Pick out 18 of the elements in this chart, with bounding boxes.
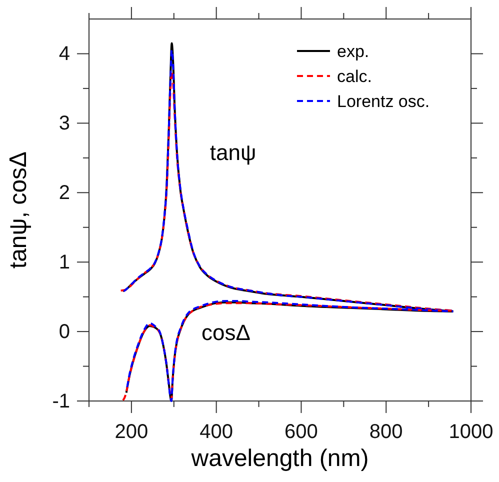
y-tick-label: 1 [58, 251, 70, 274]
x-tick-label: 200 [114, 421, 148, 443]
x-tick-label: 400 [200, 421, 234, 443]
y-axis-title: tanψ, cosΔ [5, 151, 32, 269]
y-tick-label: 3 [58, 112, 70, 135]
legend-label: exp. [337, 42, 370, 61]
y-tick-label: 0 [58, 320, 70, 343]
annotation: tanψ [210, 140, 256, 165]
y-tick-label: -1 [52, 390, 70, 412]
legend-label: calc. [337, 67, 372, 86]
y-tick-label: 2 [58, 182, 70, 204]
x-tick-label: 600 [284, 421, 318, 443]
y-tick-label: 4 [58, 43, 70, 66]
legend-label: Lorentz osc. [337, 92, 430, 111]
annotation: cosΔ [202, 320, 251, 345]
x-tick-label: 1000 [448, 421, 494, 443]
x-axis-title: wavelength (nm) [190, 445, 369, 472]
x-tick-label: 800 [369, 421, 403, 443]
